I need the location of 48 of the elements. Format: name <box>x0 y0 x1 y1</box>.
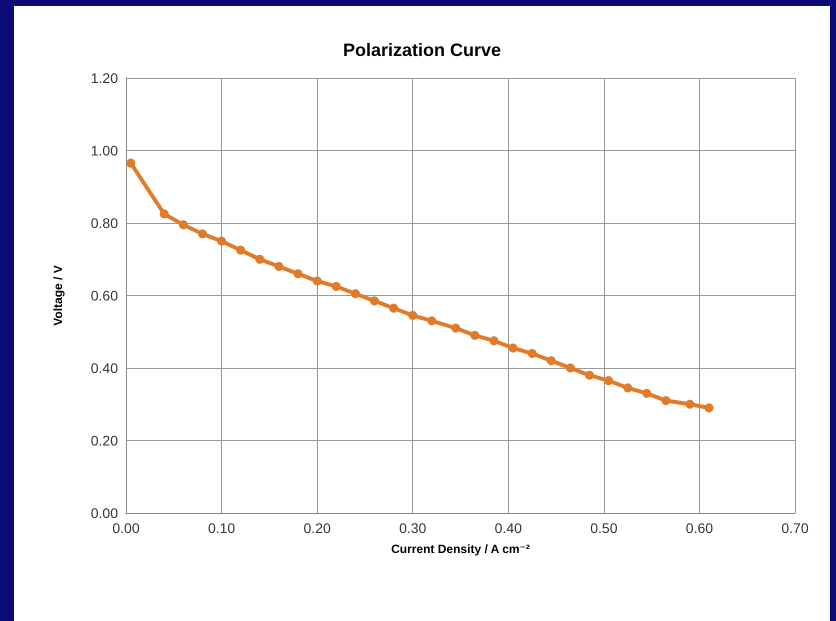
point <box>623 383 632 392</box>
y-tick-label: 0.80 <box>90 215 118 231</box>
point <box>451 324 460 333</box>
point <box>489 336 498 346</box>
y-axis-title: Voltage / V <box>51 265 65 326</box>
point <box>274 262 284 271</box>
point <box>389 304 398 313</box>
point <box>508 344 518 353</box>
point <box>408 310 418 320</box>
x-tick-label: 0.50 <box>590 520 618 536</box>
point <box>198 229 207 238</box>
x-axis-title: Current Density / A cm⁻² <box>391 542 530 556</box>
point <box>126 158 136 168</box>
x-tick-label: 0.30 <box>399 520 427 536</box>
point <box>427 316 436 326</box>
point <box>370 296 379 306</box>
y-tick-label: 0.40 <box>90 360 118 376</box>
y-tick-label: 0.60 <box>90 288 118 304</box>
x-tick-label: 0.60 <box>686 520 714 536</box>
point <box>604 376 614 386</box>
point <box>661 396 670 406</box>
point <box>546 356 556 366</box>
point <box>217 236 226 246</box>
x-tick-label: 0.20 <box>304 520 331 536</box>
point <box>332 282 341 291</box>
x-tick-label: 0.40 <box>494 520 522 536</box>
y-tick-label: 1.20 <box>90 70 118 86</box>
y-tick-label: 0.20 <box>90 432 118 448</box>
point <box>704 403 714 412</box>
point <box>294 269 303 278</box>
chart-title: Polarization Curve <box>342 40 502 60</box>
point <box>470 330 480 340</box>
y-tick-label: 1.00 <box>90 142 118 158</box>
point <box>178 220 188 230</box>
point <box>566 364 575 372</box>
point <box>160 209 169 218</box>
point <box>528 349 537 358</box>
point <box>255 254 264 264</box>
point <box>236 246 246 255</box>
x-tick-label: 0.70 <box>781 520 809 536</box>
x-tick-label: 0.10 <box>208 520 236 536</box>
point <box>642 388 652 398</box>
y-tick-label: 0.00 <box>90 505 118 521</box>
point <box>350 289 360 298</box>
point <box>585 370 594 380</box>
point <box>312 276 322 286</box>
point <box>685 400 694 409</box>
x-tick-label: 0.00 <box>112 520 140 536</box>
